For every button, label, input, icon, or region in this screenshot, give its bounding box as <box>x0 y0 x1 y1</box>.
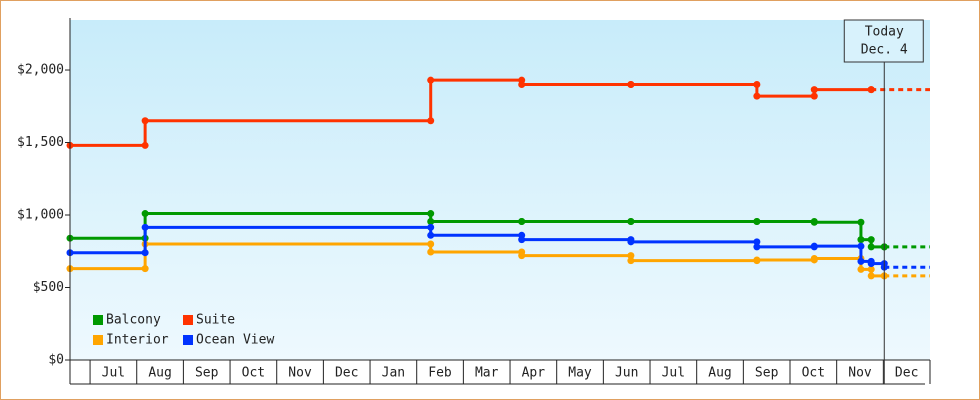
point <box>810 255 818 263</box>
point <box>810 242 818 250</box>
x-tick-label: Mar <box>475 366 499 381</box>
today-label: Dec. 4 <box>861 43 908 58</box>
legend-label: Balcony <box>106 313 161 328</box>
point <box>627 257 635 265</box>
point <box>857 257 865 265</box>
point <box>141 249 149 257</box>
point <box>427 117 435 125</box>
point <box>753 243 761 251</box>
x-tick-label: Aug <box>708 366 731 381</box>
point <box>427 231 435 239</box>
x-tick-label: Sep <box>755 366 779 381</box>
x-tick-label: Aug <box>148 366 171 381</box>
point <box>867 243 875 251</box>
point <box>753 81 761 89</box>
y-tick-label: $0 <box>48 353 64 368</box>
point <box>753 256 761 264</box>
point <box>753 92 761 100</box>
legend-swatch <box>183 315 193 325</box>
point <box>810 218 818 226</box>
x-tick-label: Feb <box>428 366 452 381</box>
today-label: Today <box>865 25 904 40</box>
point <box>867 260 875 268</box>
point <box>627 238 635 246</box>
point <box>753 238 761 246</box>
x-tick-label: Jun <box>615 366 638 381</box>
point <box>627 218 635 226</box>
legend-label: Interior <box>106 333 169 348</box>
point <box>867 86 875 94</box>
legend-swatch <box>183 335 193 345</box>
point <box>518 236 526 244</box>
point <box>141 210 149 218</box>
legend-swatch <box>93 315 103 325</box>
y-tick-label: $1,000 <box>17 208 64 223</box>
point <box>857 236 865 244</box>
point <box>857 265 865 273</box>
point <box>627 252 635 260</box>
point <box>518 252 526 260</box>
point <box>753 218 761 226</box>
legend-swatch <box>93 335 103 345</box>
y-tick-label: $2,000 <box>17 63 64 78</box>
x-tick-label: Apr <box>522 366 546 381</box>
x-tick-label: Jul <box>102 366 125 381</box>
point <box>518 81 526 89</box>
x-tick-label: May <box>568 366 592 381</box>
y-tick-label: $500 <box>33 280 64 295</box>
x-tick-label: Jan <box>382 366 405 381</box>
x-tick-label: Sep <box>195 366 219 381</box>
x-tick-label: Jul <box>662 366 685 381</box>
x-tick-label: Nov <box>848 366 872 381</box>
point <box>427 76 435 84</box>
x-tick-label: Nov <box>288 366 312 381</box>
point <box>857 242 865 250</box>
point <box>627 81 635 89</box>
point <box>867 265 875 273</box>
today-box <box>843 19 924 63</box>
point <box>141 117 149 125</box>
point <box>427 218 435 226</box>
point <box>867 236 875 244</box>
point <box>141 141 149 149</box>
legend-label: Suite <box>196 313 235 328</box>
x-tick-label: Oct <box>242 366 265 381</box>
legend-label: Ocean View <box>196 333 274 348</box>
point <box>427 223 435 231</box>
point <box>518 218 526 226</box>
plot-area <box>70 20 930 360</box>
x-tick-label: Dec <box>335 366 358 381</box>
x-tick-label: Dec <box>895 366 918 381</box>
x-tick-label: Oct <box>802 366 825 381</box>
point <box>141 265 149 273</box>
point <box>427 248 435 256</box>
point <box>857 218 865 226</box>
point <box>141 223 149 231</box>
y-tick-label: $1,500 <box>17 135 64 150</box>
point <box>427 240 435 248</box>
point <box>427 210 435 218</box>
point <box>810 86 818 94</box>
point <box>867 272 875 280</box>
point <box>810 92 818 100</box>
